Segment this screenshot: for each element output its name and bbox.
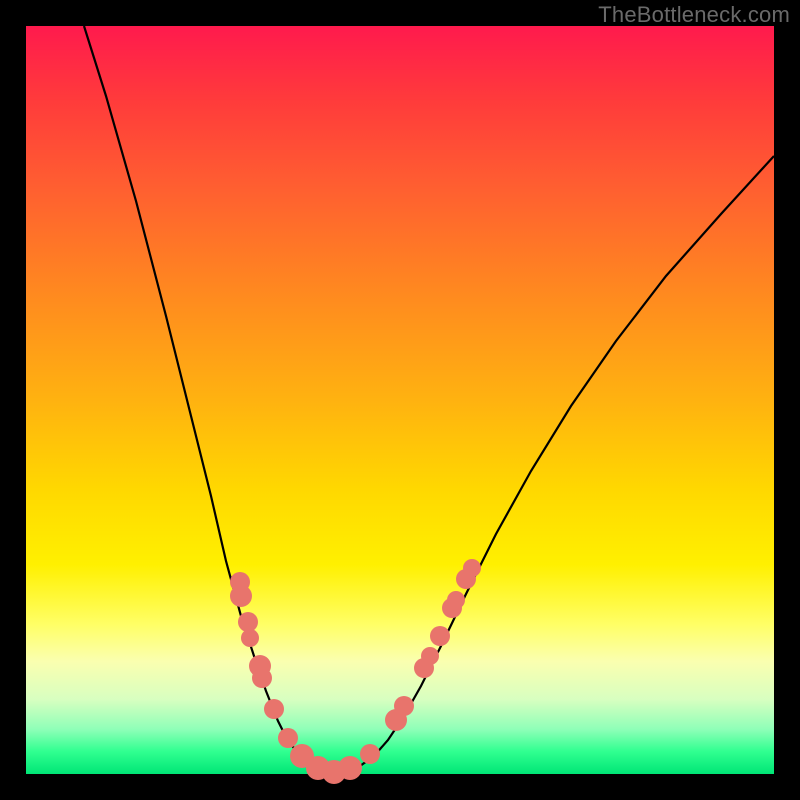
chart-outer-frame: TheBottleneck.com (0, 0, 800, 800)
data-point (394, 696, 414, 716)
data-point (447, 591, 465, 609)
data-point (360, 744, 380, 764)
data-point (421, 647, 439, 665)
left-curve (84, 26, 334, 773)
data-point (252, 668, 272, 688)
right-curve (334, 156, 774, 773)
data-point (241, 629, 259, 647)
data-point (430, 626, 450, 646)
data-point (230, 585, 252, 607)
data-point (463, 559, 481, 577)
watermark-text: TheBottleneck.com (598, 2, 790, 28)
bottleneck-curves (26, 26, 774, 774)
chart-plot-area (26, 26, 774, 774)
data-point (338, 756, 362, 780)
data-point (264, 699, 284, 719)
